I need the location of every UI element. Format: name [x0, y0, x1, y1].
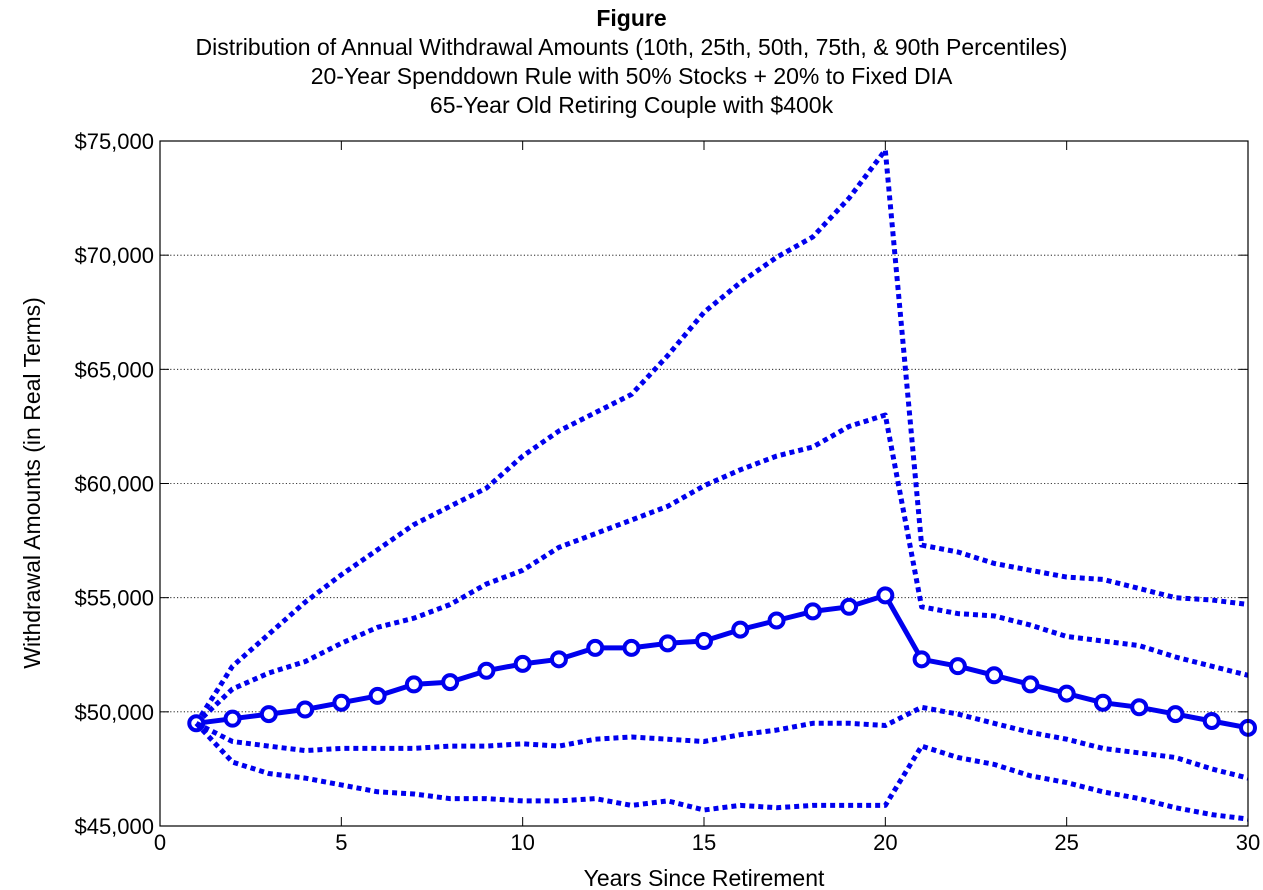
- median-point: [332, 693, 351, 712]
- x-tick-label: 0: [154, 830, 166, 855]
- median-point: [477, 661, 496, 680]
- y-tick-label: $75,000: [74, 129, 154, 154]
- median-point: [1130, 698, 1149, 717]
- gridlines: [160, 140, 1248, 827]
- median-point: [985, 666, 1004, 685]
- x-tick-label: 25: [1054, 830, 1078, 855]
- median-point: [912, 650, 931, 669]
- median-point: [1093, 693, 1112, 712]
- median-point: [296, 700, 315, 719]
- median-point: [731, 620, 750, 639]
- x-tick-label: 5: [335, 830, 347, 855]
- x-tick-label: 30: [1236, 830, 1260, 855]
- median-point: [658, 634, 677, 653]
- median-point: [586, 638, 605, 657]
- median-point: [404, 675, 423, 694]
- median-point: [803, 602, 822, 621]
- y-tick-label: $45,000: [74, 814, 154, 839]
- percentile-line-dotted: [194, 147, 1249, 725]
- median-point: [1057, 684, 1076, 703]
- median-point: [549, 650, 568, 669]
- x-tick-label: 15: [692, 830, 716, 855]
- y-tick-label: $50,000: [74, 700, 154, 725]
- median-point: [1021, 675, 1040, 694]
- x-axis-label: Years Since Retirement: [584, 865, 825, 890]
- y-axis-label: Withdrawal Amounts (in Real Terms): [19, 297, 45, 669]
- median-point: [513, 654, 532, 673]
- percentile-line-dotted: [194, 721, 1249, 822]
- y-tick-label: $60,000: [74, 472, 154, 497]
- median-point: [1166, 705, 1185, 724]
- median-line: [195, 592, 1249, 731]
- chart-subtitle-3: 65-Year Old Retiring Couple with $400k: [429, 92, 834, 118]
- median-point: [1202, 711, 1221, 730]
- axis-ticks: $45,000 $50,000 $55,000 $60,000 $65,000 $70,0…: [74, 129, 1260, 855]
- chart-subtitle-2: 20-Year Spenddown Rule with 50% Stocks +…: [310, 63, 953, 89]
- median-point: [368, 686, 387, 705]
- chart-title: Figure: [596, 5, 667, 31]
- median-point: [223, 709, 242, 728]
- series-lines: [187, 147, 1257, 822]
- median-point: [948, 657, 967, 676]
- chart-subtitle-1: Distribution of Annual Withdrawal Amount…: [195, 34, 1068, 60]
- x-tick-label: 20: [873, 830, 897, 855]
- median-point: [259, 705, 278, 724]
- chart-title-block: Figure Distribution of Annual Withdrawal…: [0, 4, 1263, 120]
- median-point: [767, 611, 786, 630]
- percentile-line-dotted: [194, 412, 1249, 726]
- y-tick-label: $65,000: [74, 357, 154, 382]
- x-tick-label: 10: [510, 830, 534, 855]
- median-point: [695, 632, 713, 651]
- percentile-line-dotted: [195, 704, 1249, 781]
- median-point: [622, 638, 641, 657]
- median-point: [441, 673, 460, 692]
- y-tick-label: $70,000: [74, 243, 154, 268]
- median-point: [876, 586, 895, 605]
- median-point: [840, 597, 859, 616]
- y-tick-label: $55,000: [74, 586, 154, 611]
